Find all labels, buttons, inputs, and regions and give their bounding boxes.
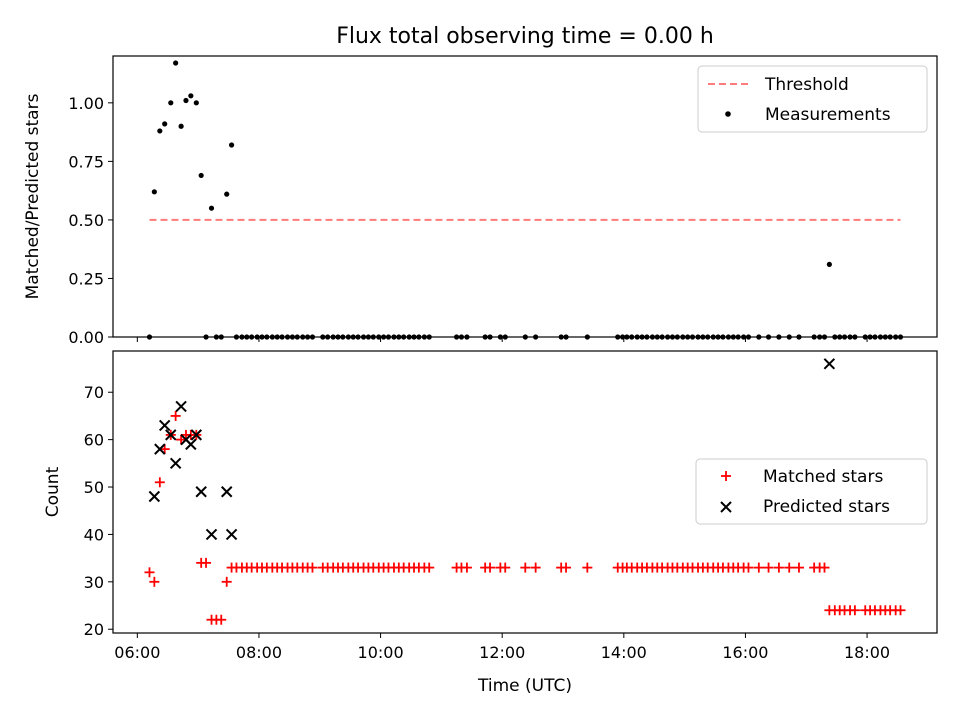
top-plot-frame — [112, 55, 938, 338]
measurement-point — [178, 123, 184, 129]
measurement-point — [168, 100, 174, 106]
predicted-star-point — [169, 457, 182, 470]
predicted-star-point — [165, 429, 177, 441]
bottom-legend-predicted-label: Predicted stars — [763, 497, 890, 517]
top-y-axis-label: Matched/Predicted stars — [23, 93, 43, 299]
x-tick-label-0: 06:00 — [114, 643, 160, 662]
predicted-star-point — [154, 443, 166, 455]
predicted-star-point — [221, 486, 233, 498]
measurement-point — [173, 60, 179, 66]
bottom-legend-matched-label: Matched stars — [763, 467, 883, 487]
matched-star-point — [849, 605, 860, 616]
bottom-y-tick-label-5: 70 — [84, 383, 104, 402]
bottom-legend: Matched stars Predicted stars — [695, 458, 928, 525]
bottom-y-tick-label-3: 50 — [84, 478, 104, 497]
predicted-star-point — [148, 490, 161, 503]
top-y-tick-label-2: 0.50 — [68, 211, 104, 230]
measurement-point — [151, 189, 157, 195]
figure-title: Flux total observing time = 0.00 h — [336, 24, 714, 49]
matched-star-point — [753, 562, 764, 573]
measurement-point — [162, 121, 168, 127]
measurement-point — [198, 172, 204, 179]
bottom-panel: 06:00 08:00 10:00 12:00 14:00 16:00 18:00 20 30 4… — [43, 350, 938, 696]
x-tick-label-3: 12:00 — [479, 643, 525, 662]
matched-star-point — [149, 576, 160, 587]
matched-star-point — [793, 562, 804, 573]
measurement-point — [157, 128, 163, 134]
predicted-star-point — [823, 358, 836, 370]
bottom-y-tick-label-2: 40 — [84, 525, 104, 544]
predicted-star-point — [175, 400, 187, 413]
bottom-legend-box — [695, 458, 928, 525]
matched-star-point — [424, 562, 435, 573]
measurement-point — [193, 100, 199, 106]
bottom-y-tick-label-4: 60 — [84, 431, 104, 450]
bottom-legend-predicted-swatch — [720, 501, 732, 513]
top-y-tick-label-3: 0.75 — [68, 152, 104, 171]
measurement-point — [188, 93, 194, 99]
measurement-point — [228, 142, 235, 148]
x-tick-label-6: 18:00 — [844, 643, 890, 662]
measurement-point — [224, 191, 230, 197]
matched-star-point — [743, 562, 754, 573]
top-legend-measurements-swatch — [725, 111, 731, 117]
matched-star-point — [582, 562, 593, 573]
top-legend-box — [697, 65, 928, 133]
x-tick-label-5: 16:00 — [722, 643, 768, 662]
matched-star-point — [561, 562, 572, 573]
x-tick-label-2: 10:00 — [358, 643, 404, 662]
matched-star-point — [144, 567, 155, 578]
matched-star-point — [201, 557, 212, 568]
bottom-plot-frame — [112, 350, 938, 634]
top-legend-measurements-label: Measurements — [765, 105, 891, 125]
matched-star-point — [530, 562, 541, 573]
matched-star-point — [176, 434, 187, 445]
top-legend-threshold-label: Threshold — [764, 75, 849, 95]
matched-star-point — [154, 477, 165, 488]
matched-star-point — [784, 562, 795, 573]
measurement-point — [208, 205, 215, 211]
matched-star-point — [159, 444, 170, 455]
matched-star-point — [307, 562, 318, 573]
x-tick-label-4: 14:00 — [601, 643, 647, 662]
top-y-tick-label-1: 0.25 — [68, 269, 104, 288]
matched-star-point — [216, 614, 227, 625]
bottom-y-tick-label-1: 30 — [84, 573, 104, 592]
matched-star-point — [773, 562, 784, 573]
bottom-y-tick-label-0: 20 — [84, 620, 104, 639]
predicted-star-point — [185, 438, 197, 451]
matched-star-point — [170, 410, 181, 421]
legend-x-marker — [720, 501, 732, 513]
bottom-legend-matched-swatch — [721, 471, 731, 481]
measurement-point — [183, 97, 189, 104]
matched-star-point — [221, 576, 232, 587]
predicted-star-point — [158, 419, 171, 432]
matched-star-point — [819, 562, 830, 573]
matched-star-point — [895, 605, 906, 616]
matched-star-point — [461, 562, 472, 573]
predicted-star-point — [225, 528, 238, 541]
x-tick-label-1: 08:00 — [236, 643, 282, 662]
legend-plus-marker — [721, 471, 731, 481]
matched-star-point — [763, 562, 774, 573]
matched-star-point — [520, 562, 531, 573]
predicted-stars-points — [148, 358, 836, 541]
top-panel: 0.00 0.25 0.50 0.75 1.00 Matched/Predicted s… — [23, 55, 938, 347]
matched-stars-points — [144, 410, 906, 625]
predicted-star-point — [190, 429, 203, 441]
matched-star-point — [500, 562, 511, 573]
x-axis-label: Time (UTC) — [477, 676, 572, 696]
top-y-tick-label-4: 1.00 — [68, 94, 104, 113]
top-legend: Threshold Measurements — [697, 65, 928, 133]
predicted-star-point — [195, 486, 207, 498]
bottom-y-axis-label: Count — [43, 466, 63, 517]
measurement-point — [826, 261, 832, 268]
top-axis-ticks: 0.00 0.25 0.50 0.75 1.00 — [68, 94, 868, 347]
predicted-star-point — [205, 528, 218, 541]
top-y-tick-label-0: 0.00 — [68, 328, 104, 347]
bottom-axis-ticks: 06:00 08:00 10:00 12:00 14:00 16:00 18:00 20 30 4… — [84, 383, 890, 662]
matched-star-point — [485, 562, 496, 573]
